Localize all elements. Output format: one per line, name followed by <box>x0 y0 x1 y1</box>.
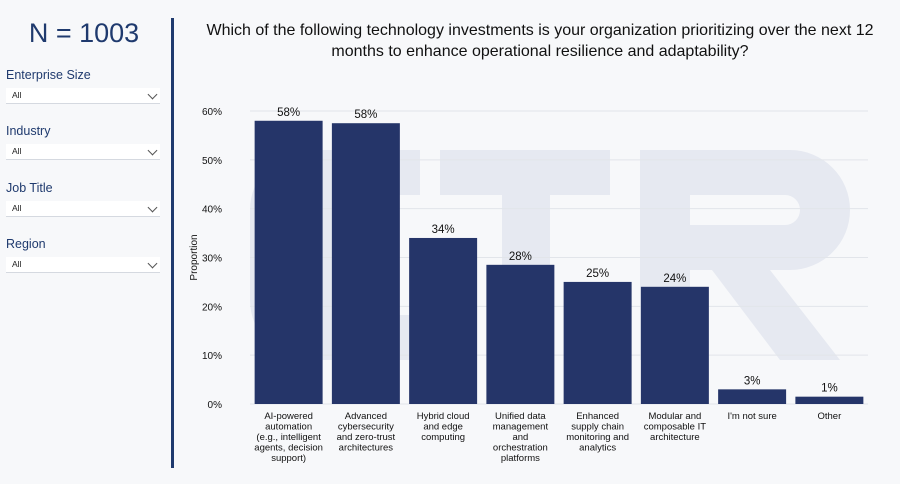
category-line: Hybrid cloud <box>417 411 470 422</box>
x-category-label: I'm not sure <box>727 411 776 422</box>
data-label: 58% <box>277 107 300 119</box>
y-tick-label: 50% <box>202 156 222 167</box>
region-select[interactable]: All <box>6 257 160 273</box>
category-line: computing <box>421 432 465 443</box>
survey-question-title: Which of the following technology invest… <box>206 22 874 60</box>
filter-label: Industry <box>6 124 51 138</box>
data-label: 24% <box>663 273 686 285</box>
bar[interactable] <box>409 237 478 404</box>
y-tick-label: 30% <box>202 254 222 265</box>
enterprise-size-select[interactable]: All <box>6 88 160 104</box>
category-line: agents, decision <box>254 443 323 454</box>
category-line: orchestration <box>493 443 548 454</box>
filter-sidebar: N = 1003 Enterprise Size All Industry Al… <box>0 0 172 484</box>
category-line: monitoring and <box>566 432 629 443</box>
bar[interactable] <box>563 281 632 404</box>
y-tick-label: 10% <box>202 351 222 362</box>
category-line: (e.g., intelligent <box>256 432 321 443</box>
category-line: architectures <box>339 443 394 454</box>
category-line: Other <box>817 411 841 422</box>
category-line: automation <box>265 422 312 433</box>
x-category-label: AI-powered automation (e.g., intelligent ag… <box>254 411 323 464</box>
bar[interactable] <box>718 389 787 404</box>
select-value: All <box>12 90 22 100</box>
filter-industry: Industry All <box>6 124 160 160</box>
job-title-select[interactable]: All <box>6 201 160 217</box>
sidebar-divider <box>171 18 174 468</box>
y-tick-label: 20% <box>202 302 222 313</box>
x-category-label: Enhanced supply chain monitoring and analyt… <box>566 411 629 454</box>
category-line: support) <box>271 453 306 464</box>
category-line: analytics <box>579 443 616 454</box>
category-line: cybersecurity <box>338 422 394 433</box>
y-tick-label: 40% <box>202 205 222 216</box>
filter-region: Region All <box>6 237 160 273</box>
data-label: 3% <box>744 375 761 387</box>
bar[interactable] <box>486 264 555 404</box>
x-category-label: Advanced cybersecurity and zero-trust archi… <box>337 411 396 454</box>
bar[interactable] <box>640 286 709 404</box>
data-label: 58% <box>354 109 377 121</box>
x-category-label: Other <box>817 411 841 422</box>
category-line: composable IT <box>644 422 707 433</box>
x-category-label: Hybrid cloud and edge computing <box>417 411 470 443</box>
category-line: and <box>512 432 528 443</box>
x-category-label: Unified data management and orchestration pl… <box>493 411 549 464</box>
data-label: 28% <box>509 251 532 263</box>
category-line: Advanced <box>345 411 387 422</box>
data-label: 34% <box>432 224 455 236</box>
category-line: platforms <box>501 453 540 464</box>
select-value: All <box>12 146 22 156</box>
category-line: and edge <box>423 422 463 433</box>
industry-select[interactable]: All <box>6 144 160 160</box>
filter-job-title: Job Title All <box>6 181 160 217</box>
filter-label: Region <box>6 237 46 251</box>
filter-enterprise-size: Enterprise Size All <box>6 68 160 104</box>
bar[interactable] <box>795 396 864 404</box>
category-line: AI-powered <box>264 411 313 422</box>
category-line: and zero-trust <box>337 432 396 443</box>
bar[interactable] <box>254 120 323 405</box>
y-tick-label: 0% <box>208 400 223 411</box>
respondent-count: N = 1003 <box>28 18 140 48</box>
select-value: All <box>12 259 22 269</box>
category-line: Enhanced <box>576 411 619 422</box>
select-value: All <box>12 203 22 213</box>
y-axis-label: Proportion <box>189 234 200 280</box>
category-line: management <box>493 422 549 433</box>
category-line: Modular and <box>648 411 701 422</box>
bar[interactable] <box>331 123 400 404</box>
y-tick-label: 60% <box>202 107 222 118</box>
category-line: supply chain <box>571 422 624 433</box>
filter-label: Enterprise Size <box>6 68 91 82</box>
data-label: 1% <box>821 383 838 395</box>
filter-label: Job Title <box>6 181 53 195</box>
category-line: I'm not sure <box>727 411 776 422</box>
category-line: architecture <box>650 432 700 443</box>
category-line: Unified data <box>495 411 546 422</box>
data-label: 25% <box>586 268 609 280</box>
x-category-label: Modular and composable IT architecture <box>644 411 707 443</box>
